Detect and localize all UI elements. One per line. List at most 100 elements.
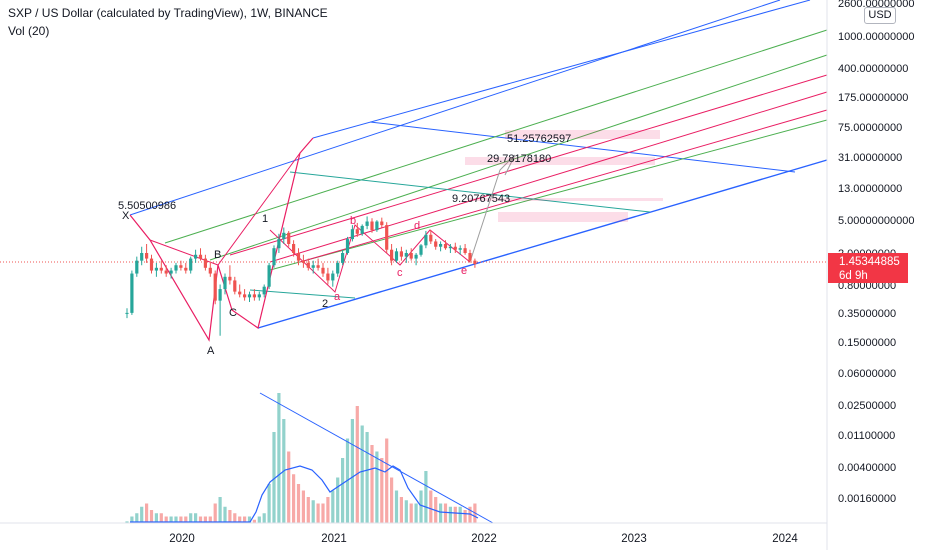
candlestick-series [125,216,477,336]
candle-body [311,265,315,268]
price-axis-tick: 1000.00000000 [838,31,914,43]
wave-label: B [214,249,221,261]
candle-body [233,280,237,292]
candle-body [399,251,403,257]
price-axis-tick: 0.01100000 [838,430,895,442]
candle-body [409,253,413,259]
volume-bar [341,458,345,523]
volume-bar [213,503,217,523]
candle-body [380,221,384,226]
candle-body [238,291,242,295]
candle-body [262,286,266,295]
candle-body [292,243,296,253]
target-zone [498,212,628,222]
candle-body [385,225,389,250]
fib-green-line [164,29,828,244]
volume-bar [218,497,222,523]
volume-bar [174,516,178,523]
candle-body [228,276,232,281]
volume-bar [257,516,261,523]
wave-label: a [334,291,341,303]
candle-body [331,273,335,281]
volume-bar [375,451,379,523]
last-price-tag: 1.45344885 6d 9h [828,253,908,283]
wave-label: e [461,265,467,277]
volume-bar [453,506,457,523]
volume-bar [424,471,428,523]
volume-bar [390,477,394,523]
volume-bar [336,477,340,523]
wave-label: A [207,345,215,357]
volume-bar [203,516,207,523]
candle-body [375,221,379,231]
volume-bar [145,503,149,523]
price-axis-tick: 0.00400000 [838,462,896,474]
candle-body [463,248,467,253]
volume-bar [238,516,242,523]
candle-body [458,248,462,250]
volume-bar [429,490,433,523]
time-axis-tick: 2021 [321,533,347,545]
chart-title: SXP / US Dollar (calculated by TradingVi… [8,6,328,20]
volume-trendline [259,392,494,524]
fib-teal-line [289,171,651,213]
candle-body [208,267,212,274]
volume-bar [164,516,168,523]
volume-bar [360,425,364,523]
candle-body [174,265,178,271]
fib-teal-line [249,289,356,299]
volume-bar [159,513,163,523]
volume-bar [301,490,305,523]
volume-bar [399,497,403,523]
last-price-value: 1.45344885 [839,256,900,268]
volume-bar [125,521,129,523]
candle-body [267,265,271,287]
candle-body [154,267,158,271]
price-axis-tick: 0.15000000 [838,337,896,349]
candle-body [203,258,207,268]
harmonic-pattern [129,137,314,342]
currency-selector[interactable]: USD [864,7,896,24]
fib-pink-line [229,74,828,256]
candle-body [419,245,423,255]
candle-body [184,267,188,271]
candle-body [125,312,129,314]
candle-body [448,246,452,249]
bar-countdown: 6d 9h [839,270,868,282]
volume-bar [448,506,452,523]
volume-bar [140,506,144,523]
candle-body [164,270,168,274]
volume-indicator-label[interactable]: Vol (20) [8,24,50,38]
candle-body [429,234,433,242]
candle-body [135,260,139,274]
target-zone [465,157,655,165]
candle-body [140,253,144,261]
wave-label: 2 [322,298,328,310]
candle-body [316,265,320,268]
candle-body [468,253,472,261]
price-axis-tick: 13.00000000 [838,183,902,195]
candle-body [453,246,457,250]
candle-body [439,243,443,247]
volume-bar [262,513,266,523]
volume-bar [468,506,472,523]
candle-body [223,276,227,290]
candle-body [243,294,247,298]
candle-body [365,221,369,226]
candle-body [360,225,364,234]
volume-bar [370,445,374,523]
volume-bar [419,490,423,523]
candle-body [169,270,173,274]
price-axis-tick: 0.06000000 [838,368,896,380]
candle-body [218,289,222,301]
candle-body [247,294,252,298]
wave-label: 1 [262,213,268,225]
candle-body [282,232,286,240]
candle-body [434,241,438,247]
time-axis-tick: 2024 [772,533,798,545]
price-axis-tick: 0.80000000 [838,280,896,292]
candle-body [198,254,203,259]
wave-label: d [414,220,420,232]
drawing-tools-layer [0,0,828,342]
